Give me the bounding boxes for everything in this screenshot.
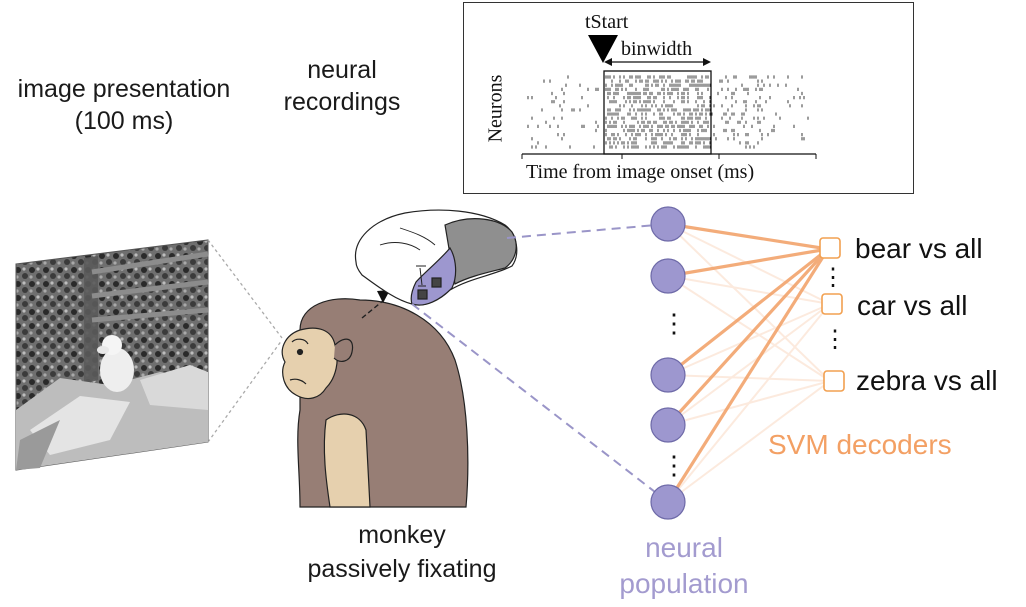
- gaze-line-top: [207, 239, 283, 339]
- brain-to-population-top: [506, 223, 669, 239]
- binwidth-arrowhead-left: [604, 58, 612, 66]
- monkey-illustration: [281, 298, 469, 508]
- neural-population-label: neural population: [594, 530, 774, 602]
- tstart-label: tStart: [585, 11, 629, 33]
- gaze-line-bottom: [207, 339, 283, 443]
- decoder-label-car: car vs all: [857, 290, 968, 321]
- binwidth-arrowhead-right: [703, 58, 711, 66]
- population-ellipsis-2: ⋮: [661, 450, 687, 480]
- brain-to-population-bottom: [411, 303, 669, 503]
- neuron-node: [650, 484, 686, 520]
- image-presentation-text: image presentation: [17, 75, 231, 103]
- brain-illustration: [354, 209, 518, 306]
- binwidth-label: binwidth: [621, 38, 693, 60]
- neuron-node: [650, 407, 686, 443]
- neuron-node: [650, 206, 686, 242]
- duration-text: (100 ms): [74, 107, 174, 135]
- tstart-marker: [588, 35, 618, 63]
- monkey-label-line2: passively fixating: [307, 555, 497, 583]
- monkey-to-brain-arrowhead: [377, 290, 390, 303]
- monkey-label-line1: monkey: [358, 521, 446, 549]
- neural-population-line2: population: [619, 568, 749, 599]
- image-presentation-label: image presentation (100 ms): [0, 73, 248, 137]
- raster-plot-panel: tStart binwidth Neurons Time from image …: [463, 2, 914, 194]
- strong-connections: [666, 222, 830, 503]
- weak-connections: [667, 223, 831, 503]
- svm-decoders-label: SVM decoders: [768, 429, 952, 460]
- monkey-to-brain-line: [361, 299, 385, 319]
- neural-population-line1: neural: [645, 532, 723, 563]
- population-ellipsis-1: ⋮: [661, 308, 687, 338]
- decoder-box-bear: [819, 237, 841, 259]
- neuron-node: [650, 258, 686, 294]
- neural-recordings-line1: neural: [307, 56, 377, 84]
- decoder-label-zebra: zebra vs all: [856, 365, 998, 396]
- decoder-box-zebra: [823, 370, 845, 392]
- monkey-label: monkey passively fixating: [262, 518, 542, 586]
- decoder-box-car: [821, 293, 843, 315]
- neural-population-nodes: [650, 206, 686, 520]
- stimulus-image: [15, 239, 209, 471]
- spike-raster: [527, 75, 809, 149]
- neural-recordings-line2: recordings: [283, 88, 401, 116]
- raster-svg: [521, 35, 817, 159]
- decoder-label-bear: bear vs all: [855, 233, 983, 264]
- decoder-ellipsis-1: ⋮: [821, 264, 845, 291]
- decoder-ellipsis-2: ⋮: [823, 326, 847, 353]
- neuron-node: [650, 357, 686, 393]
- neural-recordings-label: neural recordings: [272, 54, 412, 118]
- decoder-boxes: [819, 237, 845, 392]
- raster-xlabel: Time from image onset (ms): [526, 161, 755, 183]
